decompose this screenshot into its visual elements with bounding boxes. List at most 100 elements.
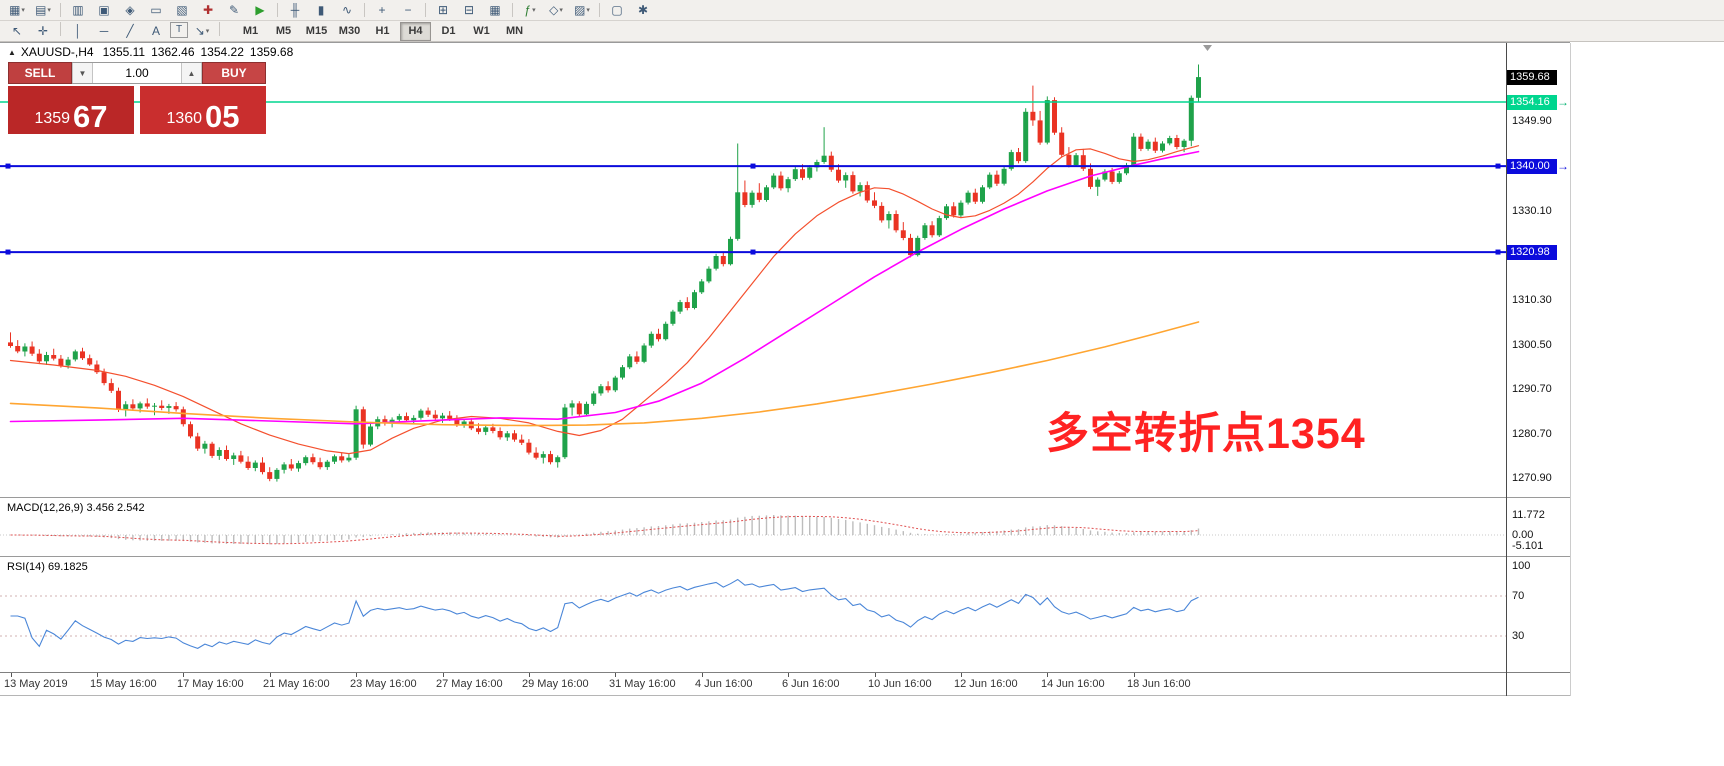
sell-button[interactable]: SELL <box>8 62 72 84</box>
timeframe-button-h4[interactable]: H4 <box>400 21 431 41</box>
time-axis-tick <box>270 673 271 677</box>
market-watch-button[interactable]: ▥ <box>72 3 84 17</box>
periods-selector-button[interactable]: ◇ ▾ <box>549 3 563 17</box>
chart-top-border <box>0 42 1570 43</box>
time-axis-tick <box>529 673 530 677</box>
timeframe-button-h1[interactable]: H1 <box>375 25 390 37</box>
timeframe-button-m15[interactable]: M15 <box>305 25 328 37</box>
text-label-tool[interactable]: A <box>151 24 160 38</box>
price-scale-tick: 1330.10 <box>1512 204 1552 217</box>
chart-header: ▲ XAUUSD-,H4 1355.11 1362.46 1354.22 135… <box>8 45 299 59</box>
macd-panel-separator[interactable] <box>0 497 1570 498</box>
data-window-button[interactable]: ▣ <box>98 3 110 17</box>
volume-input[interactable]: 1.00 <box>125 66 149 80</box>
zoom-out-button[interactable]: − <box>404 3 412 17</box>
toolbar-separator <box>60 21 61 36</box>
zoom-in-button[interactable]: + <box>378 3 386 17</box>
time-axis-tick <box>97 673 98 677</box>
line-chart-button[interactable]: ∿ <box>341 3 353 17</box>
dropdown-caret-icon: ▾ <box>21 7 25 14</box>
one-click-toggle-icon[interactable]: ▲ <box>8 47 16 57</box>
metaeditor-button[interactable]: ✎ <box>228 3 240 17</box>
time-axis-tick <box>702 673 703 677</box>
time-axis-tick <box>11 673 12 677</box>
bar-chart-button[interactable]: ╫ <box>290 3 300 17</box>
options-button[interactable]: ✱ <box>637 3 649 17</box>
sell-price-main: 1359 <box>34 110 71 127</box>
chart-profiles-button[interactable]: ▤ ▾ <box>35 3 51 17</box>
trendline-tool[interactable]: ╱ <box>126 24 134 38</box>
rsi-indicator-label: RSI(14) 69.1825 <box>7 561 88 573</box>
open-value: 1355.11 <box>102 45 146 59</box>
time-axis-label: 23 May 16:00 <box>350 678 417 690</box>
tile-windows-button[interactable]: ⊞ <box>437 3 449 17</box>
cascade-windows-button[interactable]: ⊟ <box>463 3 475 17</box>
indicators-list-button[interactable]: ƒ ▾ <box>524 3 536 17</box>
time-axis-label: 10 Jun 16:00 <box>868 678 932 690</box>
navigator-button[interactable]: ◈ <box>125 3 135 17</box>
rsi-line <box>10 578 1199 650</box>
time-axis-label: 4 Jun 16:00 <box>695 678 753 690</box>
timeframe-button-m1[interactable]: M1 <box>242 25 259 37</box>
dropdown-caret-icon: ▾ <box>586 7 590 14</box>
autotrading-button[interactable]: ▶ <box>255 3 265 17</box>
buy-price-pips: 05 <box>205 99 240 134</box>
price-scale-tick: 1310.30 <box>1512 294 1552 307</box>
arrange-windows-button[interactable]: ▦ <box>489 3 501 17</box>
strategy-tester-button[interactable]: ▧ <box>176 3 188 17</box>
macd-indicator-label: MACD(12,26,9) 3.456 2.542 <box>7 502 145 514</box>
volume-increase-button[interactable]: ▲ <box>181 63 202 83</box>
toolbar-main: ▦ ▾ ▤ ▾ ▥ ▣ ◈ ▭ ▧ ✚ ✎ ▶ ╫ ▮ ∿ + − ⊞ ⊟ ▦ ƒ ▾ ◇ ▾ ▨ ▾ ▢ ✱ <box>0 0 1724 21</box>
vertical-line-tool[interactable]: │ <box>74 24 82 38</box>
volume-control: ▼ 1.00 ▲ <box>72 62 202 84</box>
price-scale-tick: 1290.70 <box>1512 382 1552 395</box>
crosshair-tool[interactable]: ✛ <box>37 24 49 38</box>
high-value: 1362.46 <box>151 45 195 59</box>
volume-decrease-button[interactable]: ▼ <box>72 63 93 83</box>
macd-histogram <box>17 515 1200 545</box>
price-scale-tick: 1270.90 <box>1512 472 1552 485</box>
horizontal-line-1320.98[interactable] <box>0 249 1506 255</box>
price-scale[interactable]: 1349.90 1330.10 1310.30 1300.50 1290.70 1280.… <box>1506 43 1724 695</box>
macd-indicator-canvas[interactable] <box>0 499 1506 556</box>
ma-fast-line <box>9 145 1200 455</box>
templates-button[interactable]: ▨ ▾ <box>574 3 590 17</box>
new-order-button[interactable]: ✚ <box>202 3 214 17</box>
arrows-tool[interactable]: ↘ ▾ <box>194 24 210 38</box>
macd-scale-min: -5.101 <box>1512 539 1544 552</box>
buy-button[interactable]: BUY <box>202 62 266 84</box>
candlestick-series <box>8 64 1201 482</box>
new-chart-button[interactable]: ▦ ▾ <box>9 3 25 17</box>
terminal-button[interactable]: ▭ <box>150 3 162 17</box>
time-axis[interactable]: 13 May 2019 15 May 16:00 17 May 16:00 21 Ma… <box>0 672 1570 696</box>
cursor-tool[interactable]: ↖ <box>11 24 23 38</box>
rsi-scale-70: 70 <box>1512 590 1525 602</box>
timeframe-button-d1[interactable]: D1 <box>441 25 456 37</box>
buy-price-button[interactable]: 1360 05 <box>140 86 266 134</box>
ma-slow-line <box>9 321 1200 427</box>
ma-mid-line <box>9 150 1200 425</box>
price-scale-tick: 1349.90 <box>1512 115 1552 128</box>
timeframe-button-m5[interactable]: M5 <box>275 25 292 37</box>
horizontal-line-tool[interactable]: ─ <box>99 24 109 38</box>
time-axis-tick <box>183 673 184 677</box>
sell-price-button[interactable]: 1359 67 <box>8 86 134 134</box>
rsi-panel-separator[interactable] <box>0 556 1570 557</box>
last-price-tag: 1359.68 <box>1507 69 1557 85</box>
toolbar-separator <box>219 21 220 36</box>
time-axis-label: 31 May 16:00 <box>609 678 676 690</box>
horizontal-line-1340.00[interactable] <box>0 163 1506 169</box>
time-axis-tick <box>443 673 444 677</box>
buy-price-main: 1360 <box>166 110 203 127</box>
price-scale-border <box>1506 43 1507 696</box>
timeframe-button-m30[interactable]: M30 <box>338 25 361 37</box>
main-chart-canvas[interactable] <box>0 44 1506 497</box>
macd-signal-line <box>10 515 1199 545</box>
timeframe-button-mn[interactable]: MN <box>505 25 524 37</box>
fullscreen-button[interactable]: ▢ <box>611 3 623 17</box>
candlestick-chart-button[interactable]: ▮ <box>317 3 325 17</box>
symbol-timeframe-label: XAUUSD-,H4 <box>20 45 94 59</box>
timeframe-button-w1[interactable]: W1 <box>473 25 490 37</box>
rsi-indicator-canvas[interactable] <box>0 558 1506 672</box>
text-box-tool[interactable]: T <box>170 21 188 38</box>
